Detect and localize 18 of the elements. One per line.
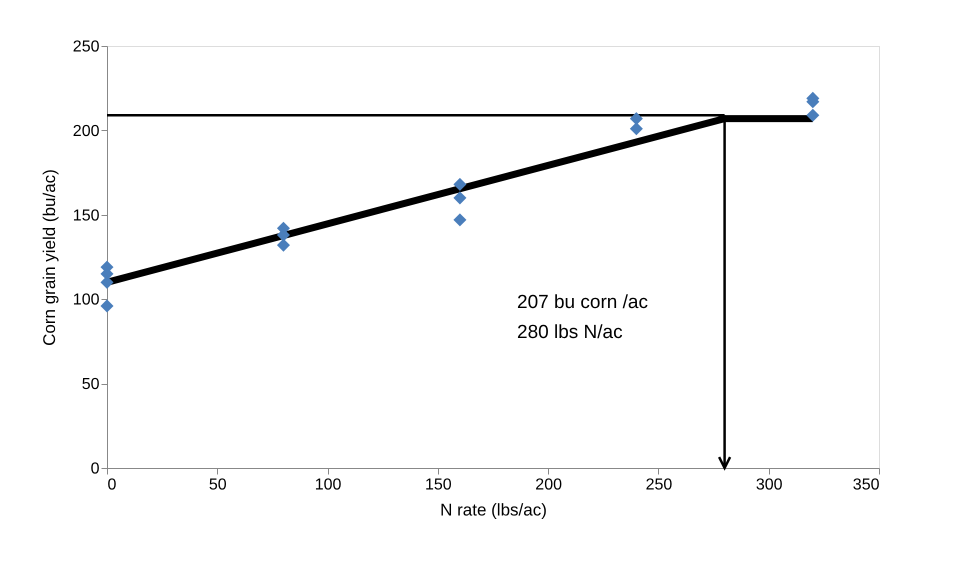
x-axis-title: N rate (lbs/ac)	[440, 500, 547, 520]
x-tick-label: 150	[425, 476, 452, 494]
annotation: 207 bu corn /ac	[517, 292, 648, 313]
x-tick-label: 250	[646, 476, 672, 494]
y-tick-label: 0	[90, 460, 100, 478]
y-tick-label: 100	[72, 292, 100, 309]
y-tick-label: 200	[72, 122, 100, 140]
y-tick-label: 150	[72, 207, 100, 224]
y-tick-label: 50	[82, 376, 100, 394]
y-tick-label: 250	[72, 38, 100, 56]
annotation: 280 lbs N/ac	[517, 322, 623, 343]
x-tick-label: 0	[108, 476, 116, 494]
y-axis-title: Corn grain yield (bu/ac)	[40, 169, 59, 346]
x-tick-label: 300	[756, 476, 783, 494]
x-tick-label: 100	[314, 476, 342, 494]
x-tick-label: 200	[535, 476, 562, 494]
x-tick-label: 50	[208, 476, 227, 494]
x-tick-label: 350	[852, 476, 880, 494]
